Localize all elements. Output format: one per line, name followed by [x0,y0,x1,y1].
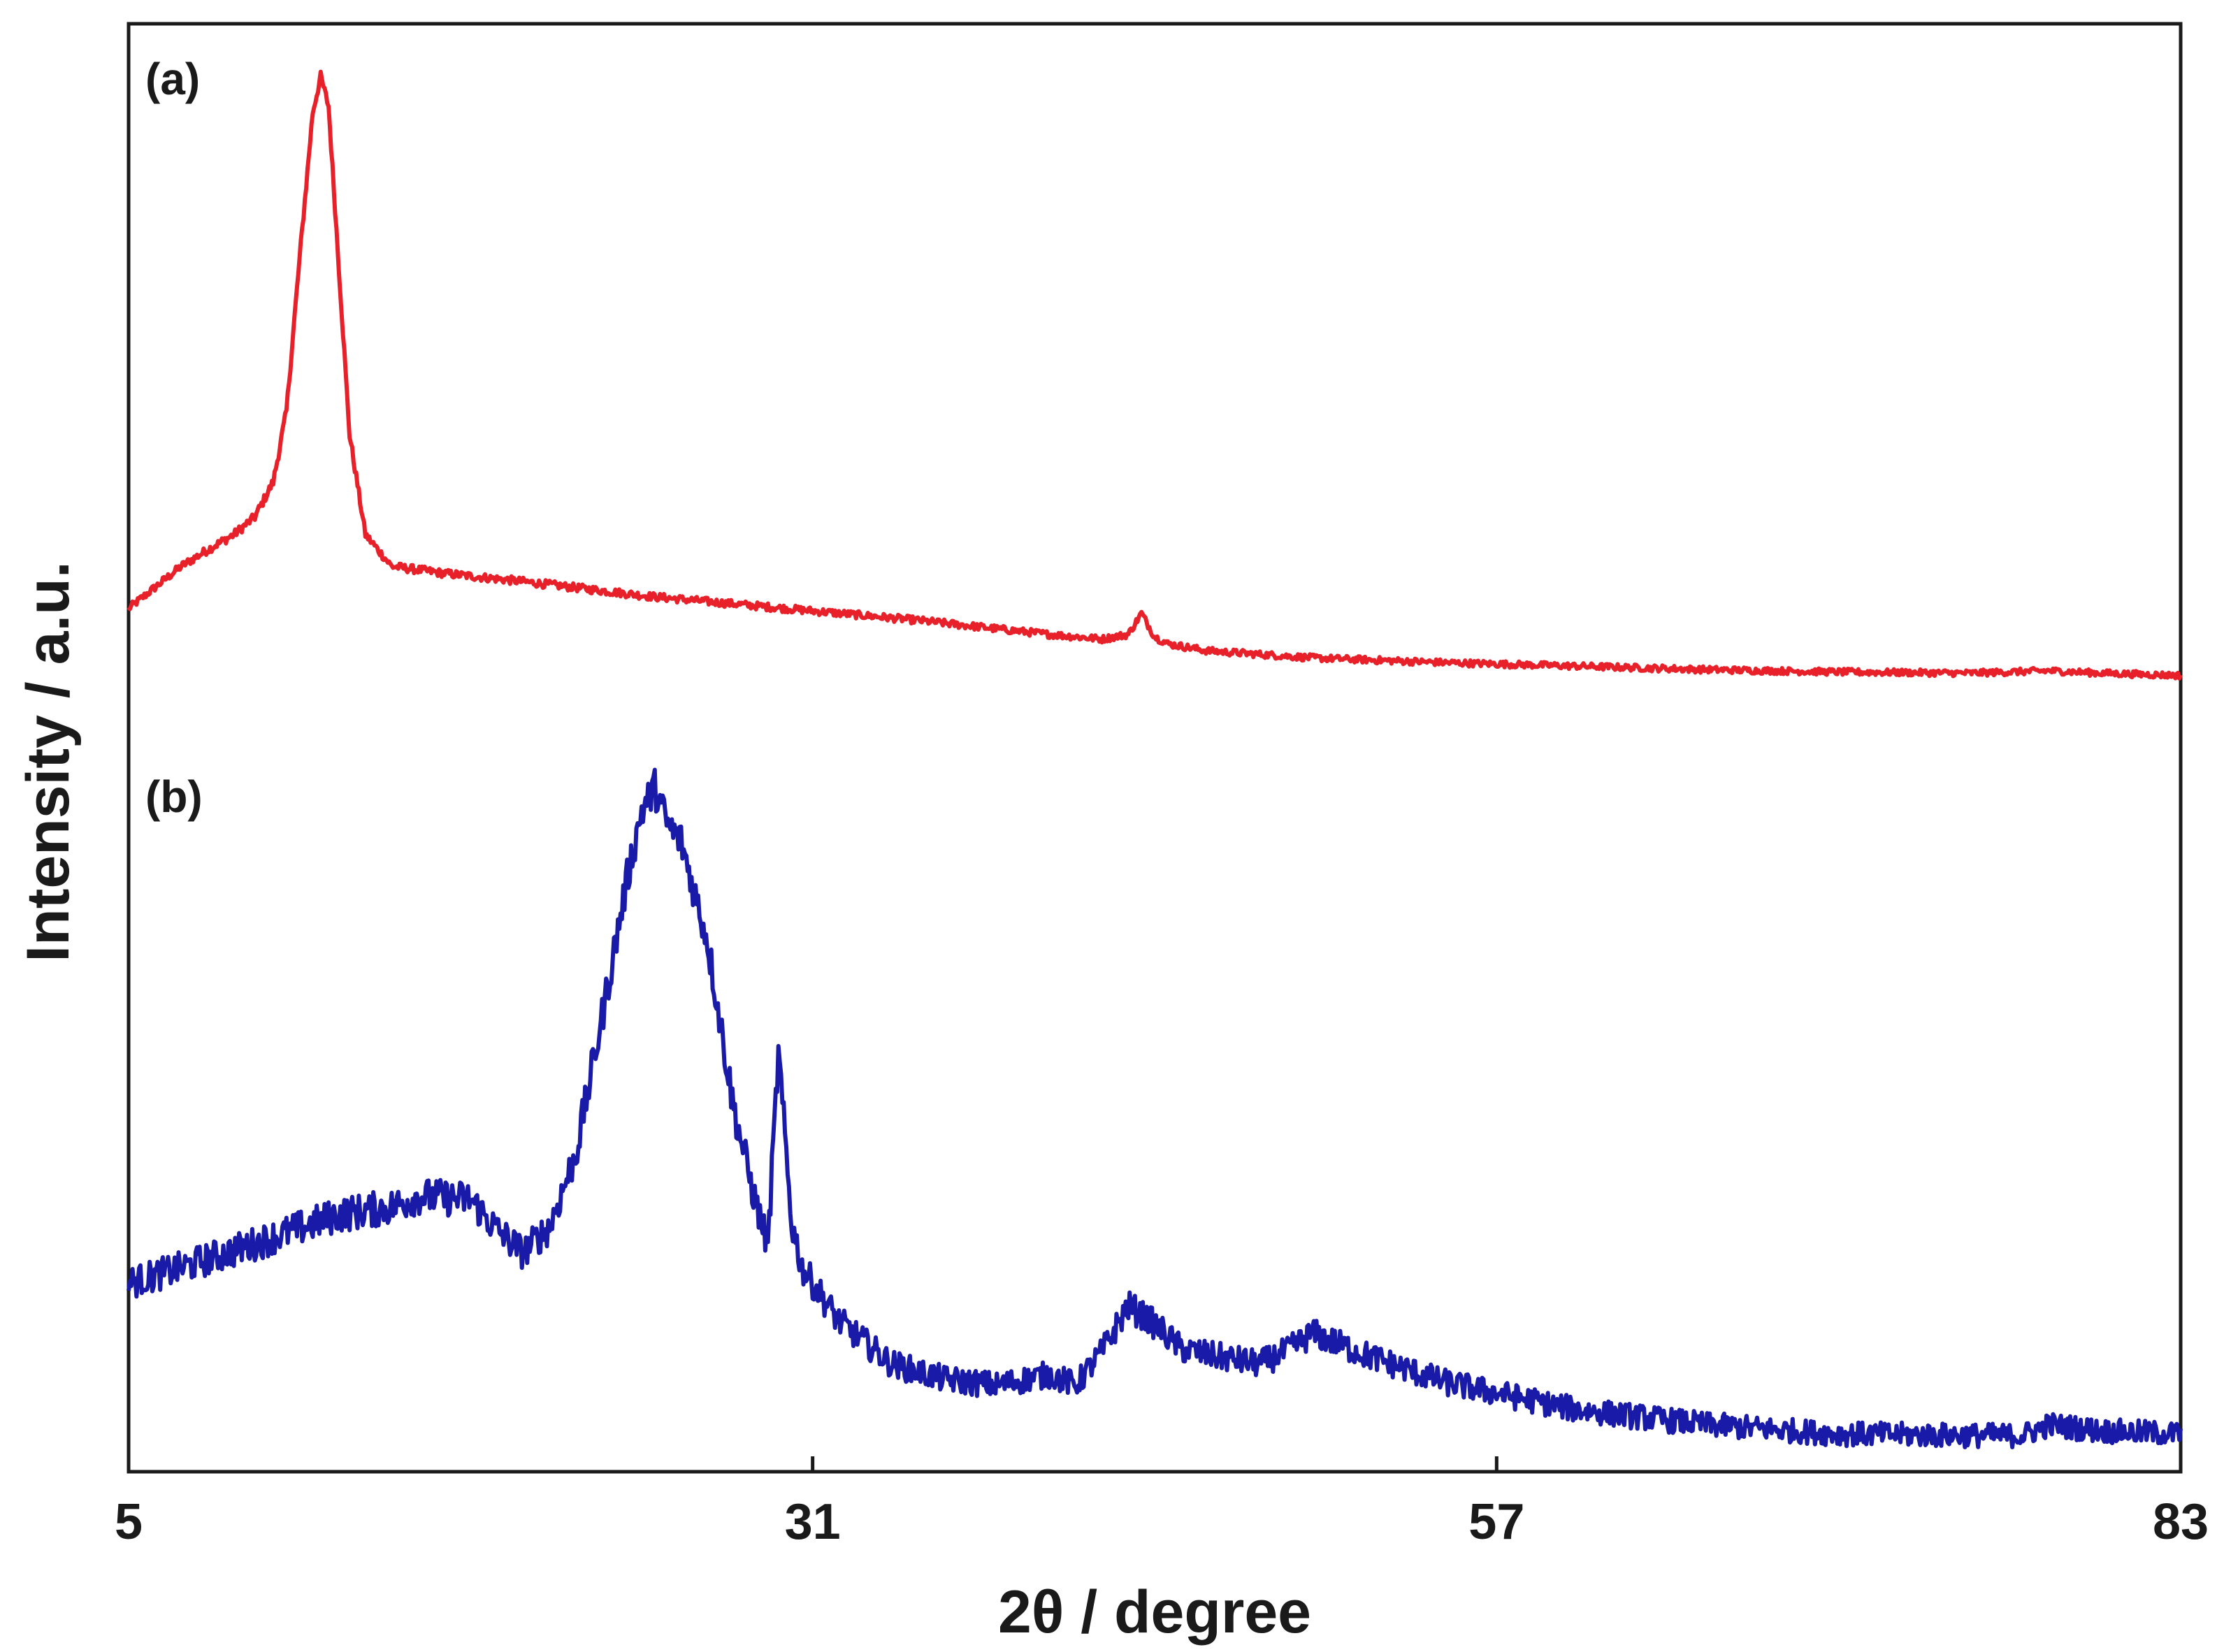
plot-frame [127,22,2183,1474]
series-label-b: (b) [145,771,203,822]
x-axis-label: 2θ / degree [998,1579,1311,1646]
x-tick-label: 31 [785,1494,841,1550]
x-tick-label: 83 [2153,1494,2209,1550]
series-labels: (a) (b) [145,54,203,822]
series-layer [127,69,2183,1449]
series-line-a [127,69,2183,681]
x-tick-label: 5 [115,1494,143,1550]
series-line-b [127,767,2183,1449]
y-axis-label: Intensity / a.u. [15,561,82,962]
x-tick-label: 57 [1468,1494,1524,1550]
series-label-a: (a) [145,54,200,104]
x-axis-ticks: 5 31 57 83 [115,1456,2209,1550]
